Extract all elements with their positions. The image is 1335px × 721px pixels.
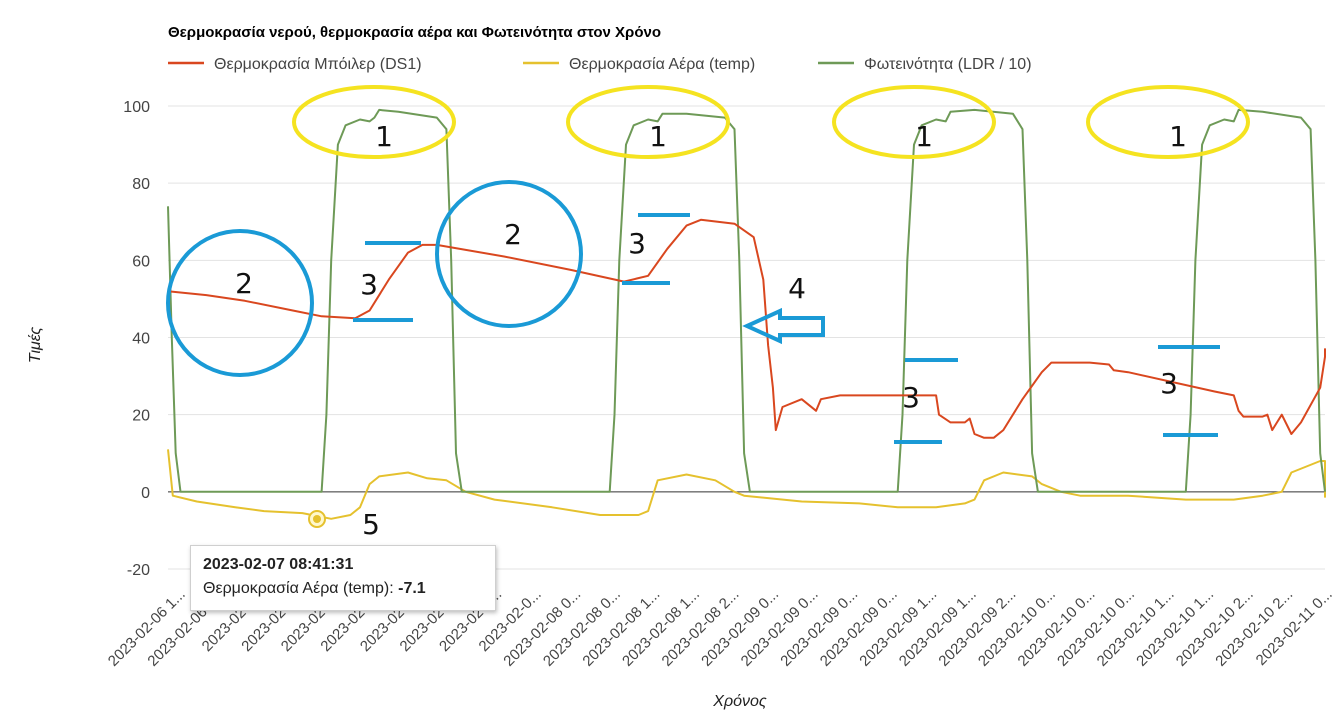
legend-entry: Θερμοκρασία Μπόιλερ (DS1) bbox=[214, 56, 422, 73]
series-line bbox=[167, 108, 1326, 493]
y-axis-label: Τιμές bbox=[27, 327, 44, 364]
annotation-label: 4 bbox=[788, 272, 806, 305]
tooltip-time: 2023-02-07 08:41:31 bbox=[203, 556, 354, 573]
y-tick-label: 80 bbox=[132, 176, 150, 193]
annotation-label: 3 bbox=[1160, 367, 1178, 400]
annotation-label: 3 bbox=[902, 381, 920, 414]
y-tick-label: 60 bbox=[132, 253, 150, 270]
legend: Θερμοκρασία Μπόιλερ (DS1) Θερμοκρασία Αέρ… bbox=[168, 56, 1032, 73]
annotation-label: 1 bbox=[649, 120, 667, 153]
legend-entry: Φωτεινότητα (LDR / 10) bbox=[864, 56, 1032, 73]
y-axis-ticks: -20 0 20 40 60 80 100 bbox=[123, 99, 150, 579]
chart-title: Θερμοκρασία νερού, θερμοκρασία αέρα και … bbox=[168, 24, 661, 41]
annotation-label: 1 bbox=[1169, 120, 1187, 153]
x-axis-label: Χρόνος bbox=[712, 693, 767, 710]
y-tick-label: 20 bbox=[132, 408, 150, 425]
tooltip-row: Θερμοκρασία Αέρα (temp): -7.1 bbox=[203, 580, 483, 598]
annotation-arrow bbox=[742, 307, 825, 345]
annotation-ellipse bbox=[832, 85, 996, 159]
highlight-point-dot bbox=[313, 515, 321, 523]
annotation-ellipse bbox=[1086, 85, 1250, 159]
tooltip-series-label: Θερμοκρασία Αέρα (temp): bbox=[203, 580, 394, 597]
y-tick-label: 100 bbox=[123, 99, 150, 116]
annotation-ellipse bbox=[566, 85, 730, 159]
annotation-circle bbox=[435, 180, 583, 328]
grid bbox=[168, 105, 1325, 570]
y-tick-label: -20 bbox=[127, 562, 150, 579]
annotations: 1 1 1 1 2 2 3 3 3 3 4 5 bbox=[166, 85, 1250, 541]
annotation-label: 1 bbox=[915, 120, 933, 153]
series-lines bbox=[167, 108, 1326, 520]
series-line bbox=[167, 449, 1326, 520]
annotation-circle bbox=[166, 229, 314, 377]
annotation-label: 5 bbox=[362, 508, 380, 541]
annotation-ellipse bbox=[292, 85, 456, 159]
annotation-label: 2 bbox=[235, 267, 253, 300]
legend-entry: Θερμοκρασία Αέρα (temp) bbox=[569, 56, 755, 73]
series-line bbox=[167, 218, 1326, 439]
y-tick-label: 0 bbox=[141, 485, 150, 502]
annotation-label: 1 bbox=[375, 120, 393, 153]
data-tooltip: 2023-02-07 08:41:31 Θερμοκρασία Αέρα (te… bbox=[190, 545, 496, 611]
annotation-label: 3 bbox=[360, 268, 378, 301]
tooltip-value: -7.1 bbox=[398, 580, 426, 597]
y-tick-label: 40 bbox=[132, 331, 150, 348]
annotation-label: 2 bbox=[504, 218, 522, 251]
annotation-label: 3 bbox=[628, 227, 646, 260]
